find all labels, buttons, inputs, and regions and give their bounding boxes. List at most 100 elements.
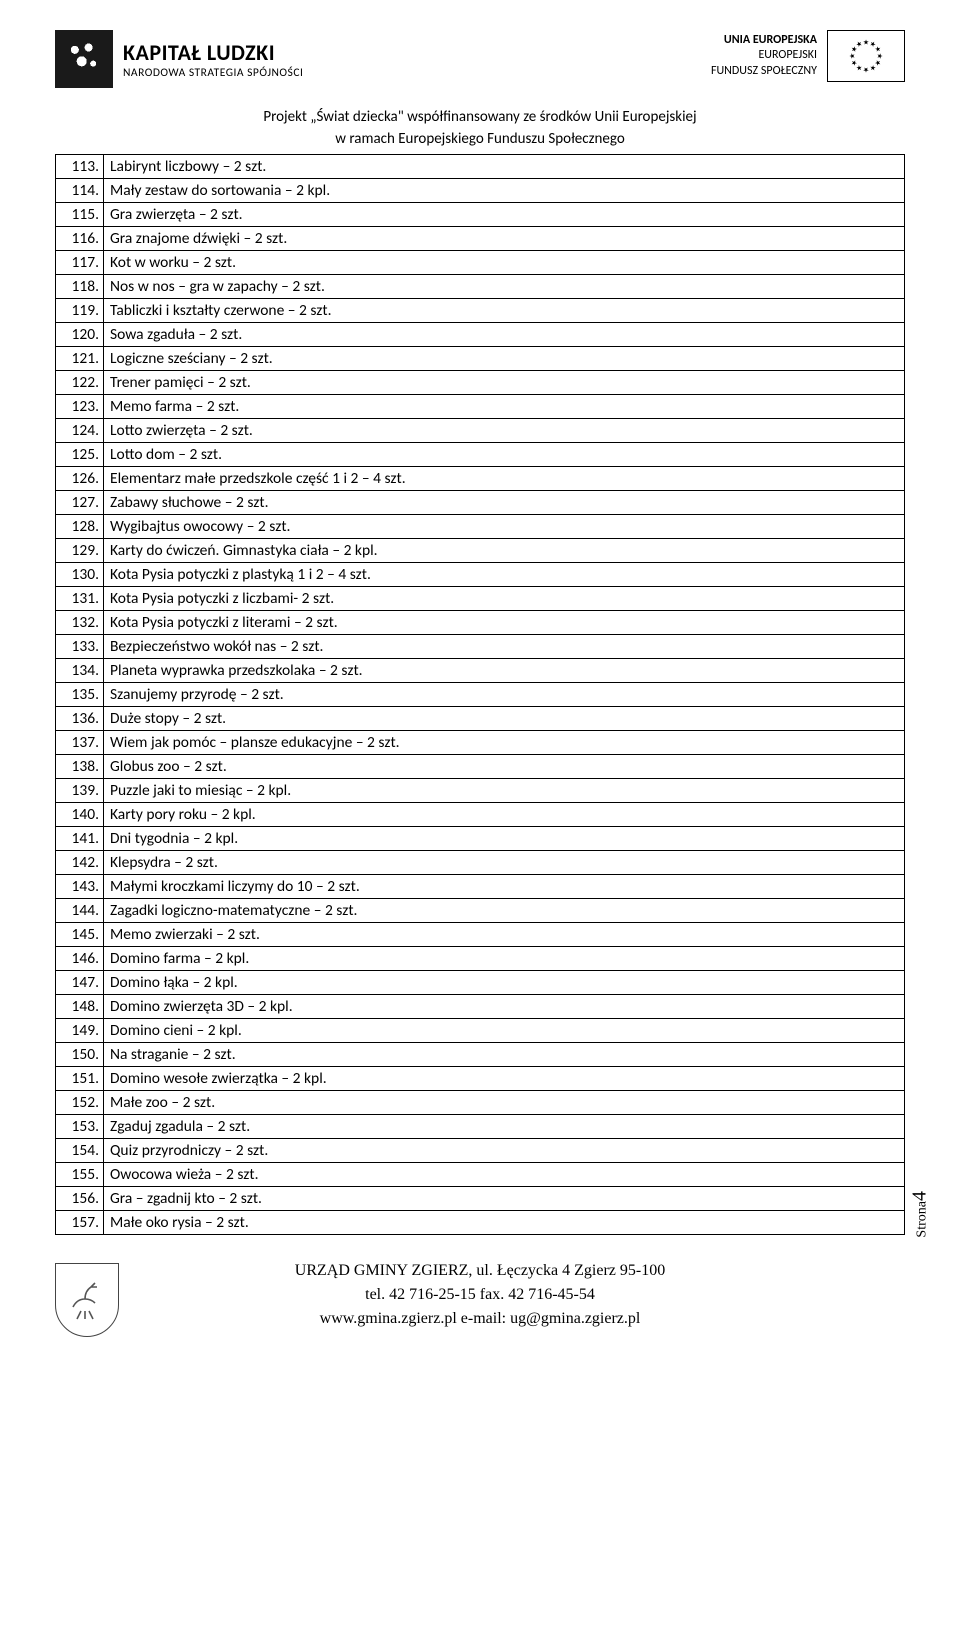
row-number: 144. xyxy=(56,899,104,923)
footer-line3: www.gmina.zgierz.pl e-mail: ug@gmina.zgi… xyxy=(295,1307,665,1331)
table-row: 117.Kot w worku – 2 szt. xyxy=(56,251,905,275)
table-row: 147.Domino łąka – 2 kpl. xyxy=(56,971,905,995)
row-text: Domino farma – 2 kpl. xyxy=(104,947,905,971)
eu-flag-icon: ★ ★ ★ ★ ★ ★ ★ ★ ★ ★ ★ ★ xyxy=(827,30,905,82)
table-row: 118.Nos w nos – gra w zapachy – 2 szt. xyxy=(56,275,905,299)
row-number: 115. xyxy=(56,203,104,227)
logo-right-text: UNIA EUROPEJSKA EUROPEJSKI FUNDUSZ SPOŁE… xyxy=(711,33,817,80)
logo-left-subtitle: NARODOWA STRATEGIA SPÓJNOŚCI xyxy=(123,66,303,80)
row-text: Logiczne sześciany – 2 szt. xyxy=(104,347,905,371)
row-text: Gra znajome dźwięki – 2 szt. xyxy=(104,227,905,251)
row-text: Elementarz małe przedszkole część 1 i 2 … xyxy=(104,467,905,491)
row-text: Trener pamięci – 2 szt. xyxy=(104,371,905,395)
row-number: 122. xyxy=(56,371,104,395)
table-row: 127.Zabawy słuchowe – 2 szt. xyxy=(56,491,905,515)
row-number: 127. xyxy=(56,491,104,515)
row-number: 133. xyxy=(56,635,104,659)
kapital-ludzki-icon xyxy=(55,30,113,88)
row-text: Owocowa wieża – 2 szt. xyxy=(104,1163,905,1187)
eu-line2: EUROPEJSKI xyxy=(711,48,817,64)
row-number: 130. xyxy=(56,563,104,587)
row-number: 143. xyxy=(56,875,104,899)
footer-line1: URZĄD GMINY ZGIERZ, ul. Łęczycka 4 Zgier… xyxy=(295,1259,665,1283)
logo-left-title: KAPITAŁ LUDZKI xyxy=(123,39,303,66)
row-number: 142. xyxy=(56,851,104,875)
row-number: 155. xyxy=(56,1163,104,1187)
page-container: KAPITAŁ LUDZKI NARODOWA STRATEGIA SPÓJNO… xyxy=(0,0,960,1351)
table-row: 125.Lotto dom – 2 szt. xyxy=(56,443,905,467)
row-text: Globus zoo – 2 szt. xyxy=(104,755,905,779)
row-number: 150. xyxy=(56,1043,104,1067)
row-number: 145. xyxy=(56,923,104,947)
row-text: Szanujemy przyrodę – 2 szt. xyxy=(104,683,905,707)
row-number: 156. xyxy=(56,1187,104,1211)
row-text: Lotto dom – 2 szt. xyxy=(104,443,905,467)
items-table: 113.Labirynt liczbowy – 2 szt.114.Mały z… xyxy=(55,154,905,1235)
row-text: Wygibajtus owocowy – 2 szt. xyxy=(104,515,905,539)
table-row: 142.Klepsydra – 2 szt. xyxy=(56,851,905,875)
row-number: 140. xyxy=(56,803,104,827)
footer-line2: tel. 42 716-25-15 fax. 42 716-45-54 xyxy=(295,1283,665,1307)
row-number: 135. xyxy=(56,683,104,707)
row-number: 148. xyxy=(56,995,104,1019)
row-number: 154. xyxy=(56,1139,104,1163)
table-row: 138.Globus zoo – 2 szt. xyxy=(56,755,905,779)
table-row: 144.Zagadki logiczno-matematyczne – 2 sz… xyxy=(56,899,905,923)
row-number: 125. xyxy=(56,443,104,467)
table-row: 149.Domino cieni – 2 kpl. xyxy=(56,1019,905,1043)
row-number: 128. xyxy=(56,515,104,539)
row-text: Domino cieni – 2 kpl. xyxy=(104,1019,905,1043)
row-text: Wiem jak pomóc – plansze edukacyjne – 2 … xyxy=(104,731,905,755)
row-text: Puzzle jaki to miesiąc – 2 kpl. xyxy=(104,779,905,803)
table-row: 116.Gra znajome dźwięki – 2 szt. xyxy=(56,227,905,251)
table-row: 151.Domino wesołe zwierzątka – 2 kpl. xyxy=(56,1067,905,1091)
row-number: 147. xyxy=(56,971,104,995)
row-number: 121. xyxy=(56,347,104,371)
row-text: Memo zwierzaki – 2 szt. xyxy=(104,923,905,947)
table-row: 135.Szanujemy przyrodę – 2 szt. xyxy=(56,683,905,707)
page-number: 4 xyxy=(909,1191,931,1201)
row-text: Karty pory roku – 2 kpl. xyxy=(104,803,905,827)
row-text: Zabawy słuchowe – 2 szt. xyxy=(104,491,905,515)
footer: URZĄD GMINY ZGIERZ, ul. Łęczycka 4 Zgier… xyxy=(55,1259,905,1341)
row-text: Kot w worku – 2 szt. xyxy=(104,251,905,275)
row-number: 131. xyxy=(56,587,104,611)
row-number: 152. xyxy=(56,1091,104,1115)
row-number: 137. xyxy=(56,731,104,755)
row-number: 149. xyxy=(56,1019,104,1043)
row-text: Planeta wyprawka przedszkolaka – 2 szt. xyxy=(104,659,905,683)
row-text: Lotto zwierzęta – 2 szt. xyxy=(104,419,905,443)
row-text: Memo farma – 2 szt. xyxy=(104,395,905,419)
logo-right: UNIA EUROPEJSKA EUROPEJSKI FUNDUSZ SPOŁE… xyxy=(711,30,905,82)
table-row: 156.Gra – zgadnij kto – 2 szt. xyxy=(56,1187,905,1211)
row-number: 126. xyxy=(56,467,104,491)
row-number: 132. xyxy=(56,611,104,635)
row-number: 153. xyxy=(56,1115,104,1139)
table-row: 146.Domino farma – 2 kpl. xyxy=(56,947,905,971)
table-row: 153.Zgaduj zgadula – 2 szt. xyxy=(56,1115,905,1139)
row-text: Quiz przyrodniczy – 2 szt. xyxy=(104,1139,905,1163)
project-line1: Projekt „Świat dziecka" współfinansowany… xyxy=(55,108,905,126)
footer-text: URZĄD GMINY ZGIERZ, ul. Łęczycka 4 Zgier… xyxy=(295,1259,665,1331)
table-row: 122.Trener pamięci – 2 szt. xyxy=(56,371,905,395)
row-text: Zgaduj zgadula – 2 szt. xyxy=(104,1115,905,1139)
row-text: Gra – zgadnij kto – 2 szt. xyxy=(104,1187,905,1211)
table-row: 137.Wiem jak pomóc – plansze edukacyjne … xyxy=(56,731,905,755)
table-row: 154.Quiz przyrodniczy – 2 szt. xyxy=(56,1139,905,1163)
row-number: 119. xyxy=(56,299,104,323)
row-number: 116. xyxy=(56,227,104,251)
row-text: Małe zoo – 2 szt. xyxy=(104,1091,905,1115)
table-row: 123.Memo farma – 2 szt. xyxy=(56,395,905,419)
table-row: 121.Logiczne sześciany – 2 szt. xyxy=(56,347,905,371)
row-text: Tabliczki i kształty czerwone – 2 szt. xyxy=(104,299,905,323)
table-row: 129.Karty do ćwiczeń. Gimnastyka ciała –… xyxy=(56,539,905,563)
row-number: 117. xyxy=(56,251,104,275)
eu-line1: UNIA EUROPEJSKA xyxy=(711,33,817,49)
row-number: 151. xyxy=(56,1067,104,1091)
row-text: Duże stopy – 2 szt. xyxy=(104,707,905,731)
row-number: 146. xyxy=(56,947,104,971)
row-text: Kota Pysia potyczki z liczbami- 2 szt. xyxy=(104,587,905,611)
row-text: Zagadki logiczno-matematyczne – 2 szt. xyxy=(104,899,905,923)
table-row: 148.Domino zwierzęta 3D – 2 kpl. xyxy=(56,995,905,1019)
row-text: Sowa zgaduła – 2 szt. xyxy=(104,323,905,347)
